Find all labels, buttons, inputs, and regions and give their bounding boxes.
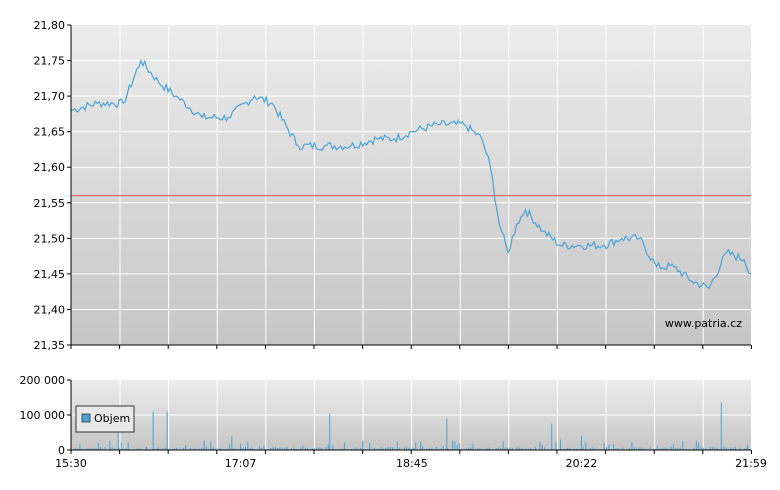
price-y-tick-label: 21,70 bbox=[34, 90, 66, 103]
price-y-tick-label: 21,80 bbox=[34, 19, 66, 32]
x-tick-label: 18:45 bbox=[396, 457, 428, 470]
price-y-tick-label: 21,55 bbox=[34, 197, 66, 210]
volume-y-tick-label: 200 000 bbox=[20, 374, 66, 387]
price-y-tick-label: 21,40 bbox=[34, 303, 66, 316]
volume-panel: 200 000 100 000 0 Objem bbox=[20, 374, 752, 457]
x-tick-label: 17:07 bbox=[225, 457, 257, 470]
x-axis-labels: 15:30 17:07 18:45 20:22 21:59 bbox=[55, 457, 767, 470]
volume-axes bbox=[70, 380, 752, 454]
price-y-tick-label: 21,50 bbox=[34, 232, 66, 245]
volume-y-axis: 200 000 100 000 0 bbox=[20, 374, 71, 457]
price-grid bbox=[71, 25, 751, 345]
legend-label: Objem bbox=[94, 412, 130, 425]
watermark: www.patria.cz bbox=[665, 317, 742, 330]
price-plot-area bbox=[71, 25, 751, 345]
price-y-tick-label: 21,45 bbox=[34, 268, 66, 281]
price-y-tick-label: 21,60 bbox=[34, 161, 66, 174]
x-tick-label: 15:30 bbox=[55, 457, 87, 470]
legend-swatch bbox=[81, 413, 91, 423]
x-tick-label: 20:22 bbox=[566, 457, 598, 470]
x-tick-label: 21:59 bbox=[735, 457, 767, 470]
price-y-tick-label: 21,65 bbox=[34, 126, 66, 139]
volume-grid bbox=[71, 380, 751, 450]
price-axes bbox=[70, 25, 752, 349]
volume-y-tick-label: 0 bbox=[58, 444, 65, 457]
price-series-line bbox=[70, 58, 752, 289]
price-panel: 21,80 21,75 21,70 21,65 21,60 21,55 21,50 21,45… bbox=[34, 19, 752, 352]
price-y-axis: 21,80 21,75 21,70 21,65 21,60 21,55 21,50 21,45… bbox=[34, 19, 71, 352]
volume-legend: Objem bbox=[75, 405, 135, 433]
volume-y-tick-label: 100 000 bbox=[20, 409, 66, 422]
price-y-tick-label: 21,75 bbox=[34, 55, 66, 68]
price-y-tick-label: 21,35 bbox=[34, 339, 66, 352]
